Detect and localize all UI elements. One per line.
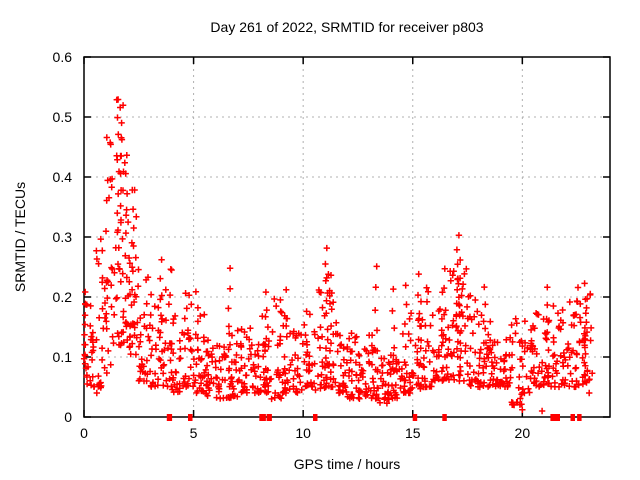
x-axis-label: GPS time / hours [293, 456, 401, 472]
zero-flag-marker [442, 414, 447, 421]
x-tick-label: 10 [295, 425, 311, 441]
chart-title: Day 261 of 2022, SRMTID for receiver p80… [210, 19, 484, 35]
y-tick-label: 0.5 [52, 109, 72, 125]
x-tick-label: 20 [514, 425, 531, 441]
y-tick-label: 0.4 [52, 169, 72, 185]
zero-flag-marker [577, 414, 582, 421]
y-tick-label: 0.6 [52, 49, 72, 65]
plot-border [83, 56, 611, 418]
x-tick-label: 0 [80, 425, 88, 441]
zero-flag-markers [166, 414, 582, 421]
zero-flag-marker [570, 414, 575, 421]
scatter-points [80, 96, 596, 415]
zero-flag-marker [166, 414, 173, 421]
zero-flag-marker [313, 414, 318, 421]
y-tick-label: 0.3 [52, 229, 72, 245]
zero-flag-marker [550, 414, 560, 421]
grid-lines [84, 57, 610, 417]
y-tick-label: 0.2 [52, 289, 72, 305]
zero-flag-marker [259, 414, 266, 421]
y-tick-label: 0 [64, 409, 72, 425]
x-tick-label: 15 [404, 425, 421, 441]
zero-flag-marker [266, 414, 272, 421]
x-tick-label: 5 [189, 425, 198, 441]
zero-flag-marker [412, 414, 418, 421]
zero-flag-marker [188, 414, 193, 421]
y-tick-label: 0.1 [52, 349, 72, 365]
